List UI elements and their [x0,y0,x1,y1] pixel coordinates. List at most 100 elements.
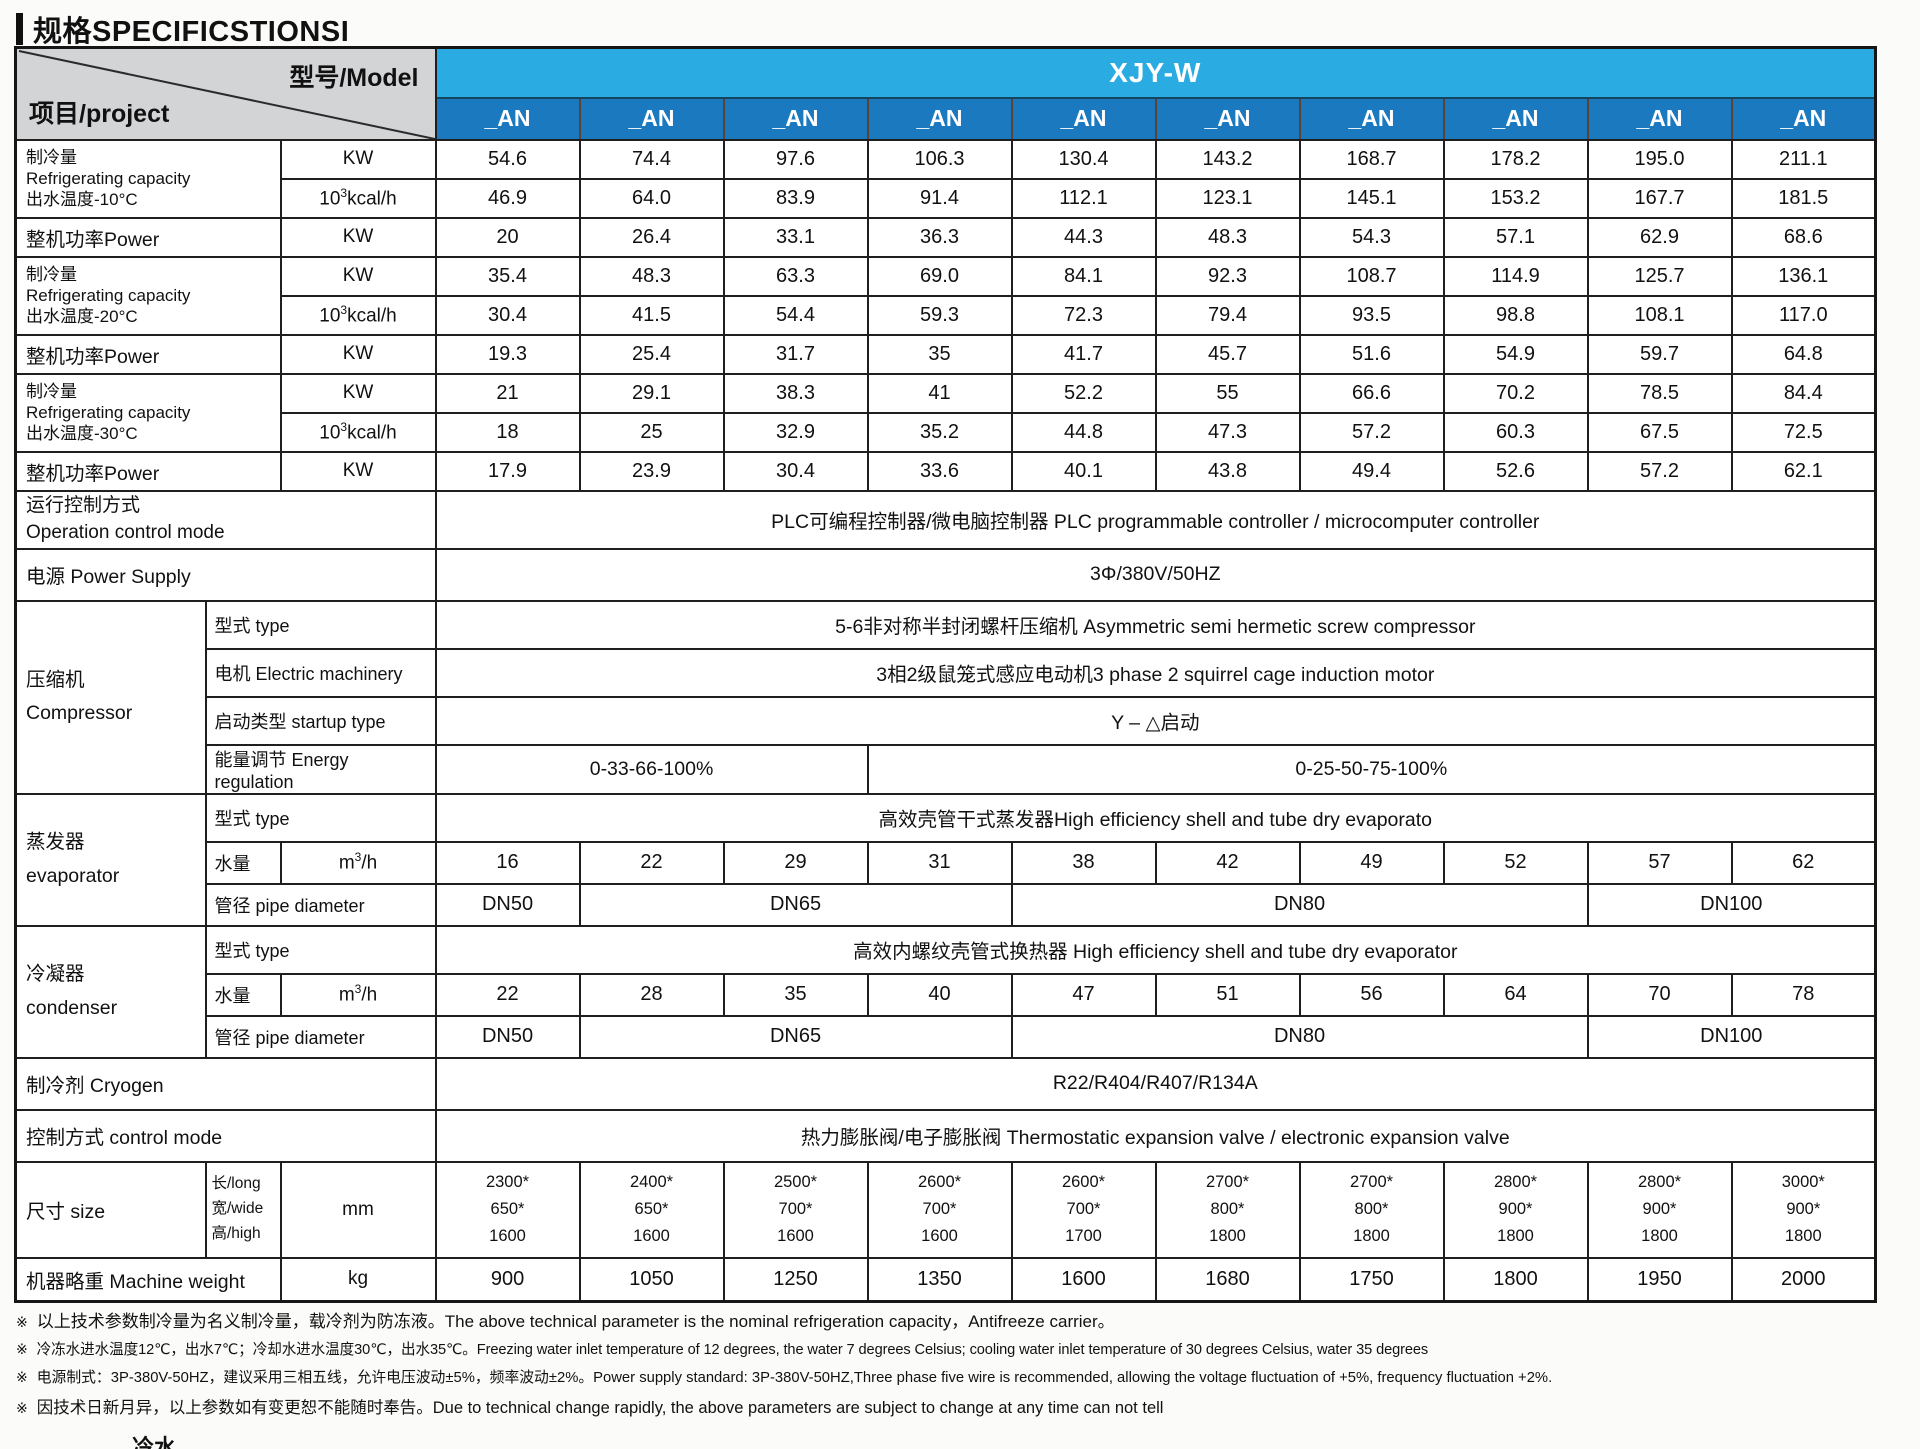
condenser-water-label: 水量 [204,972,282,1017]
specifications-table: 型号/Model 项目/project XJY-W _AN _AN _AN _A… [14,46,1878,1303]
value-cell: 32.9 [722,411,869,453]
value-cell: 46.9 [434,177,581,219]
value-cell: 2000 [1730,1256,1877,1303]
pipe-diameter-cell: DN80 [1010,882,1589,927]
value-cell: 108.7 [1298,255,1445,297]
label-cn: 制冷量 [26,147,77,167]
value-cell: 153.2 [1442,177,1589,219]
size-wide: 900* [1498,1199,1533,1218]
value-cell: 59.3 [866,294,1013,336]
model-column-header: _AN [1586,96,1733,141]
value-cell: 143.2 [1154,138,1301,180]
size-long: 2600* [1061,1172,1106,1191]
footnote-text: 以上技术参数制冷量为名义制冷量，载冷剂为防冻液。The above techni… [36,1312,1115,1331]
table-row: 运行控制方式 Operation control mode PLC可编程控制器/… [14,489,1877,550]
value-cell: 16 [434,840,581,885]
power-supply-label: 电源 Power Supply [14,547,437,602]
compressor-type-label: 型式 type [204,599,437,650]
unit-cell: 103kcal/h [279,411,437,453]
value-cell: 26.4 [578,216,725,258]
unit-sup: 3 [340,185,348,200]
value-cell: 45.7 [1154,333,1301,375]
value-cell: 68.6 [1730,216,1877,258]
label-en: Refrigerating capacity [26,168,191,188]
value-cell: 108.1 [1586,294,1733,336]
compressor-energy-label: 能量调节 Energy regulation [204,743,437,795]
power-minus30-label: 整机功率Power [14,450,282,492]
value-cell: 20 [434,216,581,258]
unit-cell: KW [279,372,437,414]
footnote-line: ※ 以上技术参数制冷量为名义制冷量，载冷剂为防冻液。The above tech… [16,1307,1914,1332]
value-cell: 29.1 [578,372,725,414]
pipe-diameter-cell: DN65 [578,1014,1013,1059]
control-mode-value: 热力膨胀阀/电子膨胀阀 Thermostatic expansion valve… [434,1108,1877,1163]
value-cell: 1950 [1586,1256,1733,1303]
value-cell: 23.9 [578,450,725,492]
compressor-energy-value-large: 0-25-50-75-100% [866,743,1877,795]
value-cell: 21 [434,372,581,414]
size-high: 1800 [1784,1227,1822,1246]
value-cell: 51 [1154,972,1301,1017]
value-cell: 195.0 [1586,138,1733,180]
value-cell: 178.2 [1442,138,1589,180]
table-row: 制冷量 Refrigerating capacity 出水温度-10°C KW … [14,138,1877,219]
value-cell: 1350 [866,1256,1013,1303]
model-column-header: _AN [866,96,1013,141]
reference-mark-icon: ※ [16,1400,28,1416]
dim-wide-label: 宽/wide [211,1200,264,1218]
footnote-text: 电源制式：3P-380V-50HZ，建议采用三相五线，允许电压波动±5%，频率波… [36,1370,1553,1386]
unit-cell: mm [279,1160,437,1259]
unit-cell: KW [279,138,437,180]
value-cell: 40.1 [1010,450,1157,492]
size-value-cell: 2600* 700* 1700 [1010,1160,1157,1259]
value-cell: 33.1 [722,216,869,258]
model-header-label: 型号/Model [289,64,419,92]
value-cell: 35 [866,333,1013,375]
label-cn: 制冷量 [26,381,77,401]
capacity-minus30-label: 制冷量 Refrigerating capacity 出水温度-30°C [14,372,282,453]
reference-mark-icon: ※ [16,1341,28,1357]
value-cell: 91.4 [866,177,1013,219]
value-cell: 72.5 [1730,411,1877,453]
value-cell: 41.5 [578,294,725,336]
unit-text: 10 [319,422,341,444]
value-cell: 125.7 [1586,255,1733,297]
value-cell: 70 [1586,972,1733,1017]
size-value-cell: 2600* 700* 1600 [866,1160,1013,1259]
table-row: 103kcal/h 46.9 64.0 83.9 91.4 112.1 123.… [16,177,1877,219]
size-high: 1800 [1641,1227,1678,1246]
value-cell: 47.3 [1154,411,1301,453]
value-cell: 130.4 [1010,138,1157,180]
compressor-startup-value: Y – △启动 [434,695,1877,746]
model-column-header: _AN [1010,96,1157,141]
size-long: 2700* [1349,1172,1394,1191]
size-long: 2400* [629,1172,674,1191]
size-wide: 800* [1210,1199,1245,1218]
value-cell: 22 [434,972,581,1017]
size-label: 尺寸 size [14,1160,207,1259]
table-row: 管径 pipe diameter DN50 DN65 DN80 DN100 [16,882,1877,927]
label-en: evaporator [26,864,120,887]
size-value-cell: 2700* 800* 1800 [1298,1160,1445,1259]
value-cell: 52.2 [1010,372,1157,414]
label-en: Operation control mode [26,521,225,543]
unit-text: m [338,852,355,874]
evaporator-type-value: 高效壳管干式蒸发器High efficiency shell and tube … [434,792,1877,843]
value-cell: 1680 [1154,1256,1301,1303]
value-cell: 900 [434,1256,581,1303]
compressor-energy-value-small: 0-33-66-100% [434,743,869,795]
size-dimension-labels: 长/long 宽/wide 高/high [204,1160,282,1259]
table-row: 电源 Power Supply 3Φ/380V/50HZ [14,547,1877,602]
condenser-section-label: 冷凝器 condenser [14,924,207,1059]
value-cell: 69.0 [866,255,1013,297]
value-cell: 92.3 [1154,255,1301,297]
pipe-diameter-cell: DN65 [578,882,1013,927]
unit-text: kcal/h [347,305,397,327]
value-cell: 18 [434,411,581,453]
value-cell: 54.3 [1298,216,1445,258]
pipe-diameter-cell: DN50 [434,882,581,927]
value-cell: 54.6 [434,138,581,180]
size-long: 2700* [1205,1172,1250,1191]
unit-cell: KW [279,216,437,258]
